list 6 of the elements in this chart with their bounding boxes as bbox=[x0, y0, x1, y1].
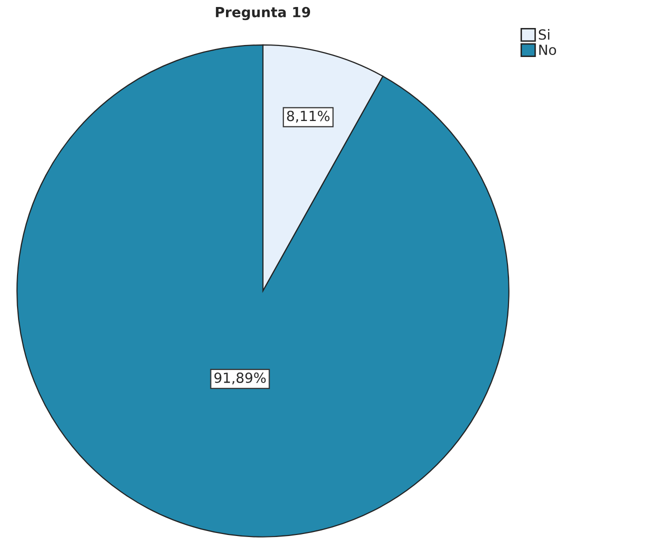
data-label: 8,11% bbox=[287, 110, 330, 123]
pie-slice bbox=[16, 44, 510, 538]
chart-title: Pregunta 19 bbox=[216, 6, 310, 20]
legend-label: No bbox=[539, 44, 556, 56]
legend-label: Si bbox=[538, 29, 550, 40]
data-label: 91,89% bbox=[214, 372, 266, 384]
